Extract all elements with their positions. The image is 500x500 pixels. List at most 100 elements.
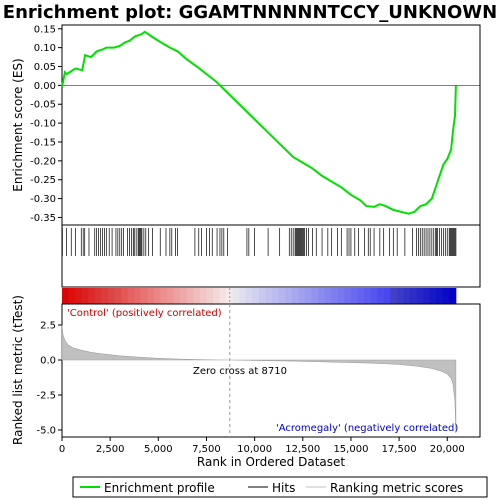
es-y-tick-label: -0.20 (30, 156, 56, 167)
enrichment-profile-line (61, 30, 457, 215)
colorbar-segment (258, 288, 266, 304)
x-tick-label: 15,000 (333, 444, 368, 455)
colorbar-segment (127, 288, 135, 304)
colorbar-segment (278, 288, 286, 304)
negative-correlation-label: 'Acromegaly' (negatively correlated) (276, 423, 458, 434)
x-tick-label: 20,000 (430, 444, 465, 455)
colorbar-segment (140, 288, 148, 304)
es-plot-area (61, 24, 481, 226)
x-tick-label: 10,000 (237, 444, 272, 455)
colorbar-segment (364, 288, 371, 304)
metric-y-tick-label: -2.5 (36, 391, 56, 402)
colorbar-segment (436, 288, 444, 304)
metric-y-tick-label: -5.0 (36, 426, 56, 437)
es-y-tick-label: -0.10 (30, 119, 56, 130)
metric-y-axis-label: Ranked list metric (tTest) (11, 295, 25, 445)
x-axis: 0 2,500 5,000 7,500 10,000 12,500 15,000 17,500… (59, 437, 465, 455)
hits-group (62, 228, 457, 256)
x-axis-label: Rank in Ordered Dataset (197, 455, 345, 469)
colorbar-segment (75, 288, 83, 304)
x-tick-label: 7,500 (192, 444, 221, 455)
colorbar-segment (167, 288, 175, 304)
positive-correlation-label: 'Control' (positively correlated) (67, 308, 222, 319)
colorbar-segment (186, 288, 194, 304)
colorbar-segment (68, 288, 76, 304)
colorbar-segment (344, 288, 352, 304)
colorbar-segment (350, 288, 358, 304)
colorbar-segment (219, 288, 227, 304)
colorbar-segment (370, 288, 378, 304)
colorbar-segment (449, 288, 457, 304)
x-tick-label: 5,000 (144, 444, 173, 455)
zero-cross-label: Zero cross at 8710 (193, 366, 287, 377)
colorbar-segment (252, 288, 260, 304)
colorbar-segment (81, 288, 89, 304)
colorbar-segment (206, 288, 214, 304)
es-y-tick-label: 0.10 (34, 43, 56, 54)
colorbar-segment (180, 288, 188, 304)
colorbar-segment (147, 288, 155, 304)
metric-area-group (61, 288, 457, 437)
colorbar-segment (94, 288, 102, 304)
colorbar-segment (423, 288, 431, 304)
colorbar-segment (318, 288, 326, 304)
colorbar-segment (193, 288, 201, 304)
chart-title: Enrichment plot: GGAMTNNNNNTCCY_UNKNOWN (3, 2, 497, 23)
colorbar-segment (232, 288, 240, 304)
metric-plot-area (61, 303, 481, 438)
colorbar-segment (383, 288, 391, 304)
colorbar-segment (153, 288, 161, 304)
legend-enrichment-label: Enrichment profile (104, 481, 215, 495)
colorbar-segment (416, 288, 424, 304)
colorbar-segment (403, 288, 411, 304)
colorbar-segment (298, 288, 306, 304)
metric-y-axis: 2.5 0.0 -2.5 -5.0 (36, 321, 62, 437)
x-tick-label: 12,500 (285, 444, 320, 455)
colorbar-segment (62, 288, 69, 304)
legend-metric-label: Ranking metric scores (330, 481, 463, 495)
colorbar-segment (311, 288, 319, 304)
colorbar-segment (265, 288, 273, 304)
x-tick-label: 2,500 (96, 444, 125, 455)
colorbar-segment (442, 288, 450, 304)
colorbar-segment (245, 288, 253, 304)
colorbar-segment (304, 288, 312, 304)
es-y-axis: 0.15 0.10 0.05 0.00 -0.05 -0.10 -0.15 -0.20 -0.2… (30, 24, 62, 224)
hits-panel (61, 224, 481, 288)
colorbar-segment (377, 288, 385, 304)
colorbar-segment (160, 288, 168, 304)
es-y-tick-label: 0.00 (34, 81, 56, 92)
metric-y-tick-label: 0.0 (40, 356, 56, 367)
es-y-tick-label: -0.30 (30, 194, 56, 205)
colorbar-segment (272, 288, 280, 304)
x-tick-label: 0 (59, 444, 65, 455)
colorbar-segment (396, 288, 404, 304)
es-y-tick-label: -0.35 (30, 213, 56, 224)
colorbar-segment (213, 288, 220, 304)
colorbar-segment (390, 288, 398, 304)
colorbar-segment (134, 288, 142, 304)
colorbar-segment (173, 288, 181, 304)
colorbar-segment (285, 288, 293, 304)
es-y-tick-label: -0.15 (30, 137, 56, 148)
colorbar-segment (337, 288, 345, 304)
x-tick-label: 17,500 (382, 444, 417, 455)
es-y-tick-label: 0.15 (34, 24, 56, 35)
legend-hits-label: Hits (272, 481, 295, 495)
colorbar-segment (409, 288, 417, 304)
colorbar-segment (324, 288, 332, 304)
colorbar-segment (239, 288, 247, 304)
colorbar-segment (291, 288, 299, 304)
metric-y-tick-label: 2.5 (40, 321, 56, 332)
colorbar-segment (88, 288, 96, 304)
es-y-axis-label: Enrichment score (ES) (11, 58, 25, 191)
colorbar-segment (357, 288, 365, 304)
es-y-tick-label: 0.05 (34, 62, 56, 73)
colorbar-segment (199, 288, 207, 304)
colorbar-segment (107, 288, 115, 304)
es-line-group (61, 30, 480, 215)
colorbar-segment (101, 288, 109, 304)
colorbar-segment (121, 288, 129, 304)
es-y-tick-label: -0.05 (30, 100, 56, 111)
